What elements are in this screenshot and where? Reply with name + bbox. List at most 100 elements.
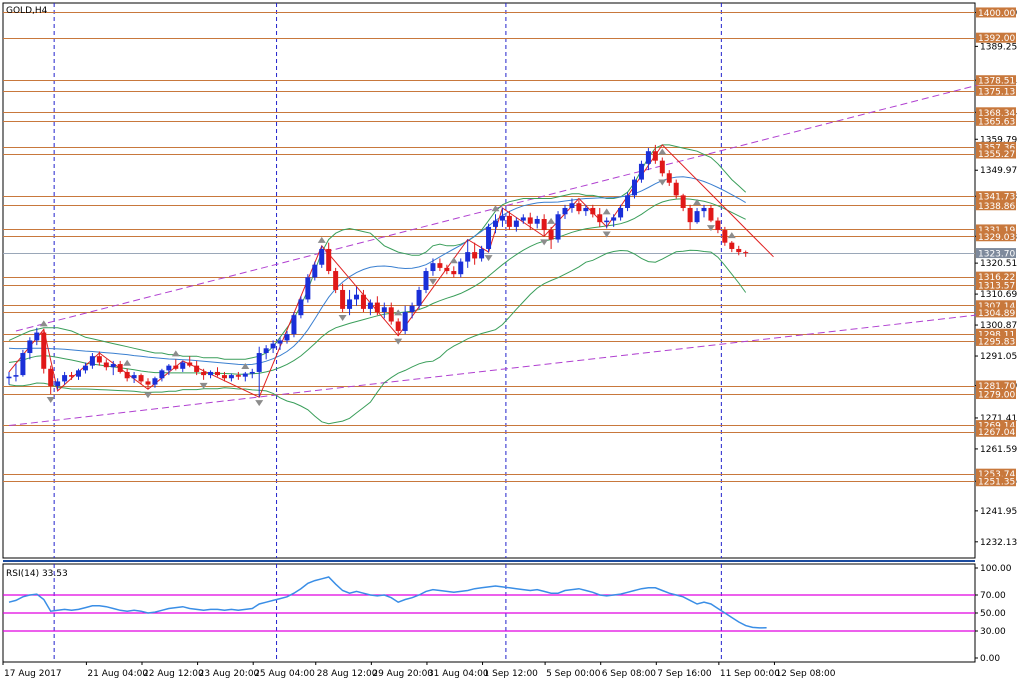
candle-bull [499,215,505,221]
level-badge [976,224,1016,235]
candle-bear [708,207,714,221]
candle-bear [103,362,109,368]
bollinger-upper [8,144,747,360]
level-badge [976,75,1016,86]
candle-bear [541,219,547,231]
fractal-up-marker [602,208,611,215]
candle-bear [145,381,151,385]
fractal-up-marker [171,350,180,357]
candle-bull [465,252,471,262]
level-badge-label: 1338.86 [978,202,1015,212]
candle-bull [312,264,318,278]
fractal-up-marker [491,205,500,212]
price-tick-label: 1232.13 [980,538,1017,548]
price-tick-label: 1271.41 [980,414,1017,424]
channel-upper-line [15,78,1003,332]
candle-bear [597,214,603,223]
level-badge [976,389,1016,400]
candle-bear [666,173,672,183]
candle-bull [319,248,325,265]
level-badge [976,468,1016,479]
level-badge-label: 1341.73 [978,193,1015,203]
level-badge-label: 1368.34 [978,109,1015,119]
candle-bull [513,220,519,227]
candle-bull [82,365,88,371]
candle-bull [298,299,304,316]
candle-bull [486,226,492,249]
current-price-badge-label: 1323.70 [978,250,1015,260]
day-separators [53,3,722,662]
fractal-up-marker [241,362,250,369]
candle-bull [430,263,436,272]
candle-bull [694,211,700,223]
candle-bear [722,230,728,243]
rsi-tick-label: 30.00 [980,627,1006,637]
candle-bear [96,356,102,363]
level-badge-label: 1392.00 [978,34,1015,44]
fractal-up-marker [123,359,132,366]
rsi-tick-label: 0.00 [980,654,1000,664]
fractal-down-marker [602,231,611,238]
candle-bear [221,375,227,379]
fractal-up-marker [39,320,48,327]
level-badge-label: 1298.11 [978,330,1015,340]
level-badge-label: 1365.63 [978,117,1015,127]
level-badge [976,148,1016,159]
level-badge-label: 1313.57 [978,282,1015,292]
candle-bear [472,252,478,259]
time-tick-label: 22 Aug 12:00 [143,669,204,679]
candle-bull [583,207,589,212]
fractal-down-marker [394,338,403,345]
candle-bear [235,375,241,377]
level-badge [976,7,1016,18]
fractals [39,148,736,407]
candle-bull [208,371,214,376]
time-tick-label: 21 Aug 04:00 [87,669,148,679]
level-badge [976,271,1016,282]
bollinger-lower [8,249,747,425]
candle-bull [520,217,526,221]
fractal-up-marker [394,309,403,316]
time-tick-label: 11 Sep 00:00 [720,669,780,679]
candle-bull [20,353,26,376]
level-badge [976,328,1016,339]
candle-bear [187,362,193,366]
level-badge [976,200,1016,211]
candle-bear [201,371,207,376]
candle-bear [215,371,220,376]
fractal-up-marker [727,232,736,239]
level-badge [976,476,1016,487]
level-badge-label: 1316.22 [978,273,1015,283]
time-tick-label: 29 Aug 20:00 [372,669,433,679]
moving-average-line [8,176,746,366]
rsi-tick-label: 70.00 [980,591,1006,601]
price-tick-label: 1389.25 [980,42,1017,52]
candle-bear [138,375,144,382]
candle-bull [55,381,61,387]
level-badge-label: 1251.35 [978,478,1015,488]
price-tick-label: 1349.97 [980,166,1017,176]
level-badge-label: 1269.14 [978,422,1015,432]
fractal-down-marker [255,400,264,407]
candle-bull [701,207,707,212]
candle-bear [673,182,679,196]
level-badge [976,107,1016,118]
candle-bull [110,364,116,368]
current-price-badge [976,248,1016,259]
candle-bear [743,252,749,254]
level-badge [976,300,1016,311]
candle-bull [62,375,68,382]
candle-bull [632,179,637,196]
candle-bull [416,289,422,306]
level-badge [976,380,1016,391]
level-badge [976,231,1016,242]
candle-bull [34,332,40,341]
fractal-down-marker [540,239,549,246]
candle-bull [562,207,568,215]
candle-bear [576,203,582,212]
candle-bear [652,151,658,161]
main-panel-frame [2,2,976,559]
candle-bear [374,302,380,313]
time-tick-label: 7 Sep 16:00 [657,669,712,679]
